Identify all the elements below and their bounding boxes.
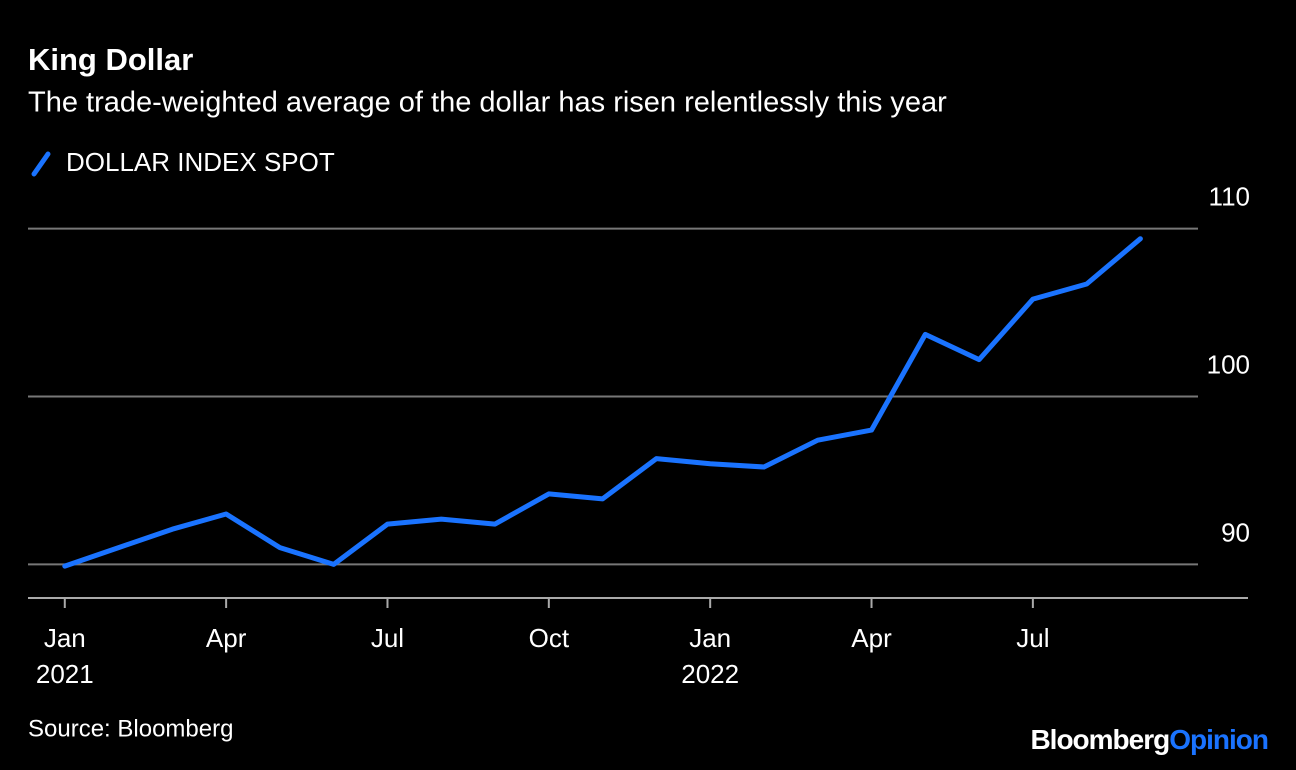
branding-opinion: Opinion <box>1169 724 1268 755</box>
x-tick-label: Jan <box>689 623 731 653</box>
legend-swatch <box>31 151 51 177</box>
x-tick-label: Apr <box>851 623 892 653</box>
x-tick-label: Oct <box>529 623 570 653</box>
x-tick-label: Jul <box>1016 623 1049 653</box>
legend-label: DOLLAR INDEX SPOT <box>66 147 335 177</box>
line <box>62 236 1143 569</box>
x-year-label: 2022 <box>681 659 739 689</box>
chart-subtitle: The trade-weighted average of the dollar… <box>28 87 947 119</box>
x-tick-label: Apr <box>206 623 247 653</box>
x-tick-label: Jul <box>371 623 404 653</box>
y-tick-label: 90 <box>1221 517 1250 547</box>
x-year-label: 2021 <box>36 659 94 689</box>
x-tick-label: Jan <box>44 623 86 653</box>
y-tick-label: 100 <box>1207 349 1250 379</box>
y-tick-label: 110 <box>1209 181 1250 211</box>
chart-title: King Dollar <box>28 42 193 77</box>
branding: BloombergOpinion <box>1030 724 1268 755</box>
branding-bloomberg: Bloomberg <box>1030 724 1169 755</box>
source: Source: Bloomberg <box>28 715 233 742</box>
